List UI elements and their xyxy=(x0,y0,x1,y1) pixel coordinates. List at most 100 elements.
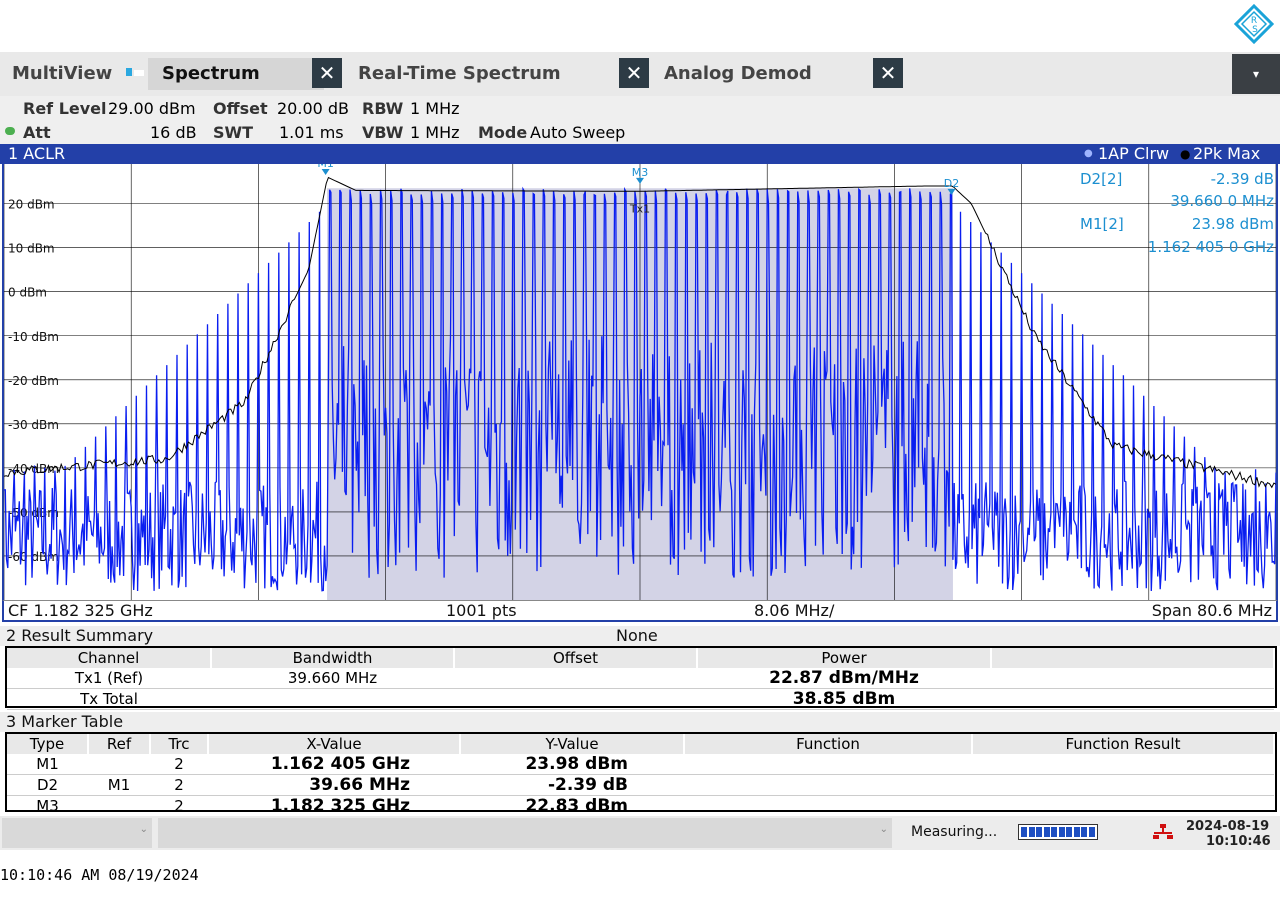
title-bar xyxy=(0,0,1280,52)
swt-label: SWT xyxy=(213,123,254,142)
y-tick-label: 0 dBm xyxy=(8,286,47,300)
status-date: 2024-08-19 xyxy=(1186,819,1270,834)
tab-spectrum[interactable]: Spectrum xyxy=(148,58,324,90)
window-1-title: 1 ACLR xyxy=(8,144,66,163)
spectrum-graph[interactable]: 20 dBm 10 dBm 0 dBm -10 dBm -20 dBm -30 dBm -4… xyxy=(2,164,1278,622)
status-time: 10:10:46 xyxy=(1206,834,1271,849)
function-result-cell xyxy=(972,795,1274,817)
status-field-2[interactable]: ⌄ xyxy=(158,818,892,848)
ref-level-value[interactable]: 29.00 dBm xyxy=(108,99,196,118)
bandwidth-cell xyxy=(211,688,454,710)
offset-cell xyxy=(454,668,697,689)
spectrum-plot[interactable]: 20 dBm 10 dBm 0 dBm -10 dBm -20 dBm -30 dBm -4… xyxy=(4,164,1276,600)
function-result-cell xyxy=(972,774,1274,796)
close-real-time-tab-icon[interactable]: ✕ xyxy=(619,58,649,88)
table-row[interactable]: D2 M1 2 39.66 MHz -2.39 dB xyxy=(7,774,1274,796)
result-summary-mode: None xyxy=(616,626,658,645)
trace-2-pk-max xyxy=(4,176,1276,489)
swt-value[interactable]: 1.01 ms xyxy=(279,123,344,142)
marker-m1-label: M1 xyxy=(317,164,334,170)
power-cell: 38.85 dBm xyxy=(697,688,991,710)
trace1-legend[interactable]: 1AP Clrw xyxy=(1098,144,1170,163)
progress-segment xyxy=(1058,827,1065,837)
col-bandwidth: Bandwidth xyxy=(211,648,455,668)
y-tick-label: 20 dBm xyxy=(8,198,55,212)
tab-dropdown-button[interactable]: ▾ xyxy=(1232,54,1280,94)
trace-1-ap-clrw xyxy=(4,186,1276,592)
progress-segment xyxy=(1036,827,1042,837)
function-cell xyxy=(684,774,972,796)
center-frequency[interactable]: CF 1.182 325 GHz xyxy=(8,601,153,620)
vbw-value[interactable]: 1 MHz xyxy=(410,123,460,142)
channel-cell: Tx1 (Ref) xyxy=(7,668,211,689)
marker-d2-icon xyxy=(947,188,956,195)
att-status-icon xyxy=(5,127,15,135)
channel-cell: Tx Total xyxy=(7,688,211,710)
sweep-points[interactable]: 1001 pts xyxy=(446,601,517,620)
progress-segment xyxy=(1028,827,1035,837)
tab-multiview[interactable]: MultiView xyxy=(12,63,113,84)
svg-text:R: R xyxy=(1251,16,1257,26)
col-trc: Trc xyxy=(150,734,209,754)
y-tick-label: -20 dBm xyxy=(8,374,59,388)
chevron-down-icon: ⌄ xyxy=(879,824,888,835)
trc-cell: 2 xyxy=(150,754,208,775)
table-row[interactable]: M3 2 1.182 325 GHz 22.83 dBm xyxy=(7,795,1274,817)
col-offset: Offset xyxy=(454,648,698,668)
y-tick-label: -30 dBm xyxy=(8,418,59,432)
ref-cell xyxy=(88,795,150,817)
offset-value[interactable]: 20.00 dB xyxy=(277,99,350,118)
result-summary-table[interactable]: Channel Bandwidth Offset Power Tx1 (Ref)… xyxy=(5,646,1277,710)
rbw-label: RBW xyxy=(362,99,404,118)
window-3-header[interactable]: 3 Marker Table xyxy=(0,712,1280,732)
progress-segment xyxy=(1081,827,1087,837)
close-analog-demod-tab-icon[interactable]: ✕ xyxy=(873,58,903,88)
window-3-title: 3 Marker Table xyxy=(6,712,124,731)
tx1-channel-label: Tx1 xyxy=(629,202,650,215)
window-1-header[interactable]: 1 ACLR ● 1AP Clrw ● 2Pk Max xyxy=(0,144,1280,164)
rbw-value[interactable]: 1 MHz xyxy=(410,99,460,118)
extra-cell xyxy=(991,668,1274,689)
marker-table[interactable]: Type Ref Trc X-Value Y-Value Function Fu… xyxy=(5,732,1277,817)
trace2-legend[interactable]: 2Pk Max xyxy=(1193,144,1261,163)
trc-cell: 2 xyxy=(150,795,208,817)
measurement-progress-bar xyxy=(1018,824,1098,840)
d2-readout-value: -2.39 dB xyxy=(1210,170,1274,188)
tab-real-time-spectrum[interactable]: Real-Time Spectrum xyxy=(358,63,561,84)
col-extra xyxy=(991,648,1275,668)
type-cell: D2 xyxy=(7,774,88,796)
svg-text:S: S xyxy=(1252,25,1258,35)
power-cell: 22.87 dBm/MHz xyxy=(697,668,991,689)
chevron-down-icon: ⌄ xyxy=(139,824,148,835)
span-value[interactable]: Span 80.6 MHz xyxy=(1151,601,1272,620)
marker-m3-label: M3 xyxy=(632,166,649,179)
ref-cell xyxy=(88,754,150,775)
m1-readout-value: 23.98 dBm xyxy=(1191,215,1274,233)
progress-segment xyxy=(1066,827,1072,837)
status-field-1[interactable]: ⌄ xyxy=(2,818,152,848)
table-row[interactable]: M1 2 1.162 405 GHz 23.98 dBm xyxy=(7,754,1274,775)
m1-readout-freq: 1.162 405 0 GHz xyxy=(1147,238,1274,256)
window-2-header[interactable]: 2 Result Summary None xyxy=(0,626,1280,646)
att-label: Att xyxy=(23,123,51,142)
parameter-panel[interactable] xyxy=(0,96,1280,144)
offset-cell xyxy=(454,688,697,710)
table-row[interactable]: Tx1 (Ref) 39.660 MHz 22.87 dBm/MHz xyxy=(7,668,1274,689)
type-cell: M1 xyxy=(7,754,88,775)
att-value[interactable]: 16 dB xyxy=(150,123,197,142)
function-cell xyxy=(684,795,972,817)
col-y-value: Y-Value xyxy=(460,734,685,754)
extra-cell xyxy=(991,688,1274,710)
col-power: Power xyxy=(697,648,992,668)
type-cell: M3 xyxy=(7,795,88,817)
network-icon[interactable] xyxy=(1152,823,1174,841)
marker-m1-icon xyxy=(321,169,330,176)
table-row[interactable]: Tx Total 38.85 dBm xyxy=(7,688,1274,710)
col-type: Type xyxy=(7,734,89,754)
mode-value[interactable]: Auto Sweep xyxy=(530,123,626,142)
vbw-label: VBW xyxy=(362,123,404,142)
y-value-cell: 22.83 dBm xyxy=(460,795,684,817)
close-spectrum-tab-icon[interactable]: ✕ xyxy=(312,58,342,88)
tab-analog-demod[interactable]: Analog Demod xyxy=(664,63,812,84)
progress-segment xyxy=(1021,827,1027,837)
